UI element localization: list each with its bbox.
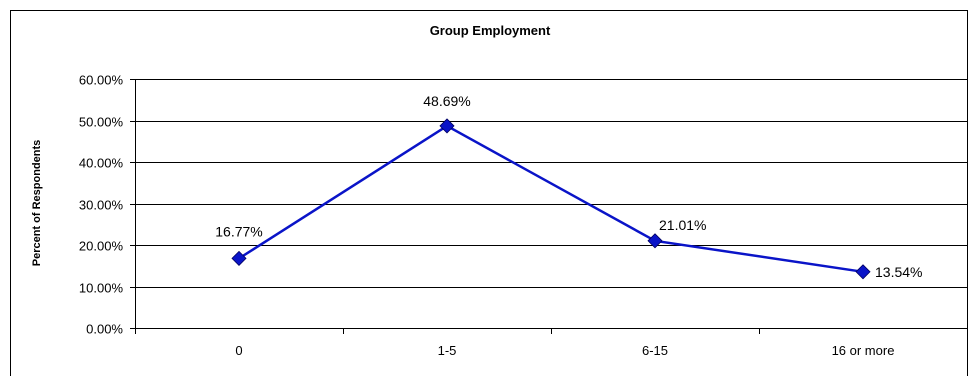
y-tick-label: 0.00%: [86, 322, 123, 337]
data-point-marker: [647, 233, 663, 249]
gridlines: [135, 79, 967, 288]
data-point-marker: [439, 118, 455, 134]
y-tick-label: 50.00%: [79, 115, 124, 130]
chart-title: Group Employment: [430, 23, 551, 38]
x-tick-label: 1-5: [438, 343, 457, 358]
y-tick-label: 60.00%: [79, 73, 124, 88]
y-tick-label: 40.00%: [79, 156, 124, 171]
data-label: 16.77%: [215, 223, 262, 239]
x-tick-label: 0: [235, 343, 242, 358]
y-axis-title: Percent of Respondents: [31, 140, 43, 267]
chart-border: [10, 10, 968, 376]
y-tick-label: 20.00%: [79, 239, 124, 254]
data-label: 21.01%: [659, 217, 706, 233]
data-label: 13.54%: [875, 264, 922, 280]
x-tick-label: 6-15: [642, 343, 668, 358]
y-tick-label: 10.00%: [79, 281, 124, 296]
data-label: 48.69%: [423, 93, 470, 109]
series-line: [238, 124, 864, 274]
y-tick-label: 30.00%: [79, 198, 124, 213]
data-point-marker: [231, 250, 247, 266]
data-point-marker: [855, 264, 871, 280]
series-group: [231, 118, 871, 280]
data-labels: 16.77% 48.69% 21.01% 13.54%: [215, 93, 922, 280]
x-tick-label: 16 or more: [832, 343, 895, 358]
axes: 0.00% 10.00% 20.00% 30.00% 40.00% 50.00% 60.00…: [79, 73, 968, 358]
